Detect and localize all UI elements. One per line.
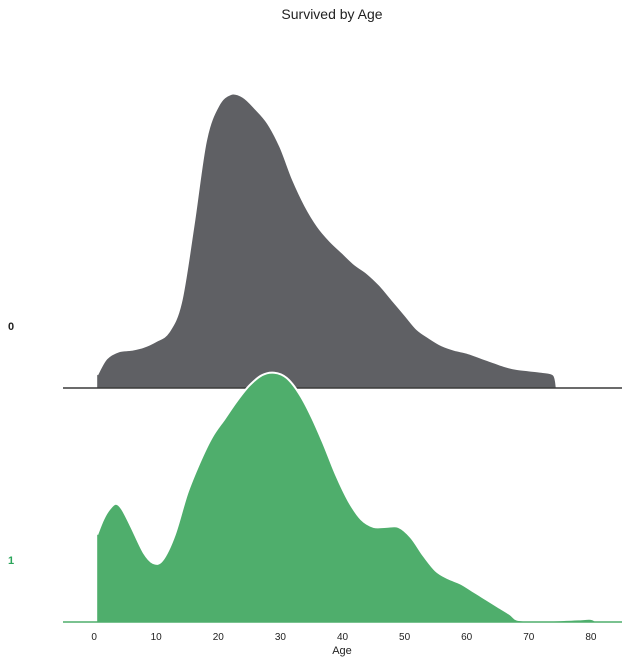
- x-tick-label: 50: [399, 632, 411, 643]
- ridge-0: [63, 92, 622, 389]
- x-tick-label: 70: [523, 632, 535, 643]
- row-label-0: 0: [8, 321, 14, 333]
- chart-title: Survived by Age: [281, 6, 382, 22]
- x-tick-label: 40: [337, 632, 349, 643]
- x-tick-label: 0: [91, 632, 97, 643]
- x-tick-label: 20: [213, 632, 225, 643]
- x-tick-label: 10: [151, 632, 163, 643]
- ridge-outline-0: [96, 92, 558, 389]
- x-tick-label: 60: [461, 632, 473, 643]
- ridge-area-0: [97, 93, 557, 389]
- row-labels: 01: [8, 321, 14, 567]
- x-tick-label: 30: [275, 632, 287, 643]
- ridges: [63, 92, 622, 623]
- row-label-1: 1: [8, 555, 14, 567]
- x-tick-label: 80: [585, 632, 597, 643]
- ridge-outline-1: [96, 371, 598, 623]
- ridge-1: [63, 371, 622, 623]
- ridge-area-1: [97, 372, 598, 622]
- x-axis-ticks: 0 10 20 30 40 50 60 70 80: [91, 632, 597, 643]
- x-axis-label: Age: [332, 645, 352, 657]
